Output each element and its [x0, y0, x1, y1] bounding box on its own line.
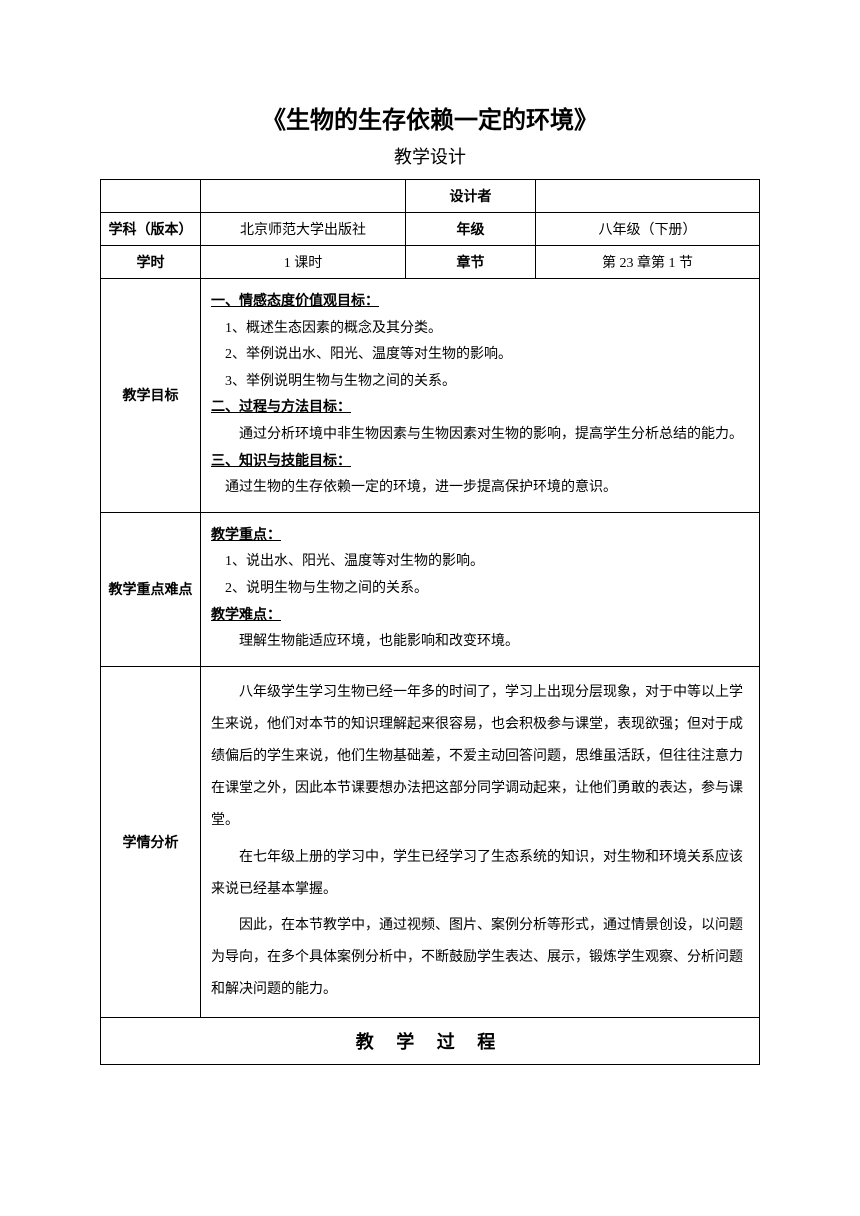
analysis-p3: 因此，在本节教学中，通过视频、图片、案例分析等形式，通过情景创设，以问题为导向，… [211, 910, 749, 1007]
keypoints-h2: 教学难点： [211, 603, 749, 630]
analysis-p2: 在七年级上册的学习中，学生已经学习了生态系统的知识，对生物和环境关系应该来说已经… [211, 842, 749, 906]
document-title: 《生物的生存依赖一定的环境》 [100, 100, 760, 135]
lesson-plan-table: 设计者 学科（版本） 北京师范大学出版社 年级 八年级（下册） 学时 1 课时 … [100, 179, 760, 1065]
subject-row: 学科（版本） 北京师范大学出版社 年级 八年级（下册） [101, 213, 760, 246]
empty-cell [101, 180, 201, 213]
goals-h3: 三、知识与技能目标： [211, 449, 749, 476]
hours-value: 1 课时 [201, 246, 406, 279]
goals-h2: 二、过程与方法目标： [211, 395, 749, 422]
chapter-label: 章节 [406, 246, 536, 279]
analysis-row: 学情分析 八年级学生学习生物已经一年多的时间了，学习上出现分层现象，对于中等以上… [101, 666, 760, 1017]
goals-content: 一、情感态度价值观目标： 1、概述生态因素的概念及其分类。 2、举例说出水、阳光… [201, 279, 760, 513]
empty-cell [201, 180, 406, 213]
keypoints-row: 教学重点难点 教学重点： 1、说出水、阳光、温度等对生物的影响。 2、说明生物与… [101, 512, 760, 666]
subject-value: 北京师范大学出版社 [201, 213, 406, 246]
goals-item3: 3、举例说明生物与生物之间的关系。 [211, 369, 749, 396]
grade-label: 年级 [406, 213, 536, 246]
keypoints-item2: 2、说明生物与生物之间的关系。 [211, 576, 749, 603]
goals-h1: 一、情感态度价值观目标： [211, 289, 749, 316]
goals-label: 教学目标 [101, 279, 201, 513]
document-subtitle: 教学设计 [100, 143, 760, 169]
keypoints-p2: 理解生物能适应环境，也能影响和改变环境。 [211, 629, 749, 656]
goals-item2: 2、举例说出水、阳光、温度等对生物的影响。 [211, 342, 749, 369]
analysis-content: 八年级学生学习生物已经一年多的时间了，学习上出现分层现象，对于中等以上学生来说，… [201, 666, 760, 1017]
goals-p3: 通过生物的生存依赖一定的环境，进一步提高保护环境的意识。 [211, 475, 749, 502]
keypoints-label: 教学重点难点 [101, 512, 201, 666]
designer-row: 设计者 [101, 180, 760, 213]
process-header: 教 学 过 程 [101, 1017, 760, 1064]
goals-p2: 通过分析环境中非生物因素与生物因素对生物的影响，提高学生分析总结的能力。 [211, 422, 749, 449]
process-row: 教 学 过 程 [101, 1017, 760, 1064]
chapter-value: 第 23 章第 1 节 [536, 246, 760, 279]
analysis-p1: 八年级学生学习生物已经一年多的时间了，学习上出现分层现象，对于中等以上学生来说，… [211, 677, 749, 838]
hours-label: 学时 [101, 246, 201, 279]
designer-label: 设计者 [406, 180, 536, 213]
designer-value [536, 180, 760, 213]
subject-label: 学科（版本） [101, 213, 201, 246]
grade-value: 八年级（下册） [536, 213, 760, 246]
hours-row: 学时 1 课时 章节 第 23 章第 1 节 [101, 246, 760, 279]
keypoints-content: 教学重点： 1、说出水、阳光、温度等对生物的影响。 2、说明生物与生物之间的关系… [201, 512, 760, 666]
goals-item1: 1、概述生态因素的概念及其分类。 [211, 316, 749, 343]
keypoints-h1: 教学重点： [211, 523, 749, 550]
keypoints-item1: 1、说出水、阳光、温度等对生物的影响。 [211, 549, 749, 576]
goals-row: 教学目标 一、情感态度价值观目标： 1、概述生态因素的概念及其分类。 2、举例说… [101, 279, 760, 513]
analysis-label: 学情分析 [101, 666, 201, 1017]
